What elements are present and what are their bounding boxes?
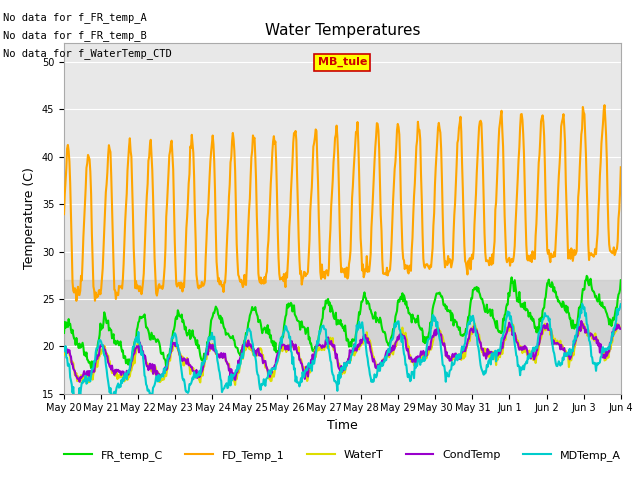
Legend: FR_temp_C, FD_Temp_1, WaterT, CondTemp, MDTemp_A: FR_temp_C, FD_Temp_1, WaterT, CondTemp, … — [60, 445, 625, 465]
FR_temp_C — [583, 273, 591, 279]
MDTemp_A — [214, 361, 222, 367]
CondTemp — [185, 362, 193, 368]
MDTemp_A — [70, 397, 78, 403]
WaterT — [617, 325, 625, 331]
Y-axis label: Temperature (C): Temperature (C) — [23, 168, 36, 269]
FD_Temp_1 — [72, 298, 80, 304]
FR_temp_C — [428, 325, 435, 331]
FR_temp_C — [89, 365, 97, 371]
CondTemp — [617, 326, 625, 332]
Text: No data for f_WaterTemp_CTD: No data for f_WaterTemp_CTD — [3, 48, 172, 60]
CondTemp — [60, 348, 68, 354]
CondTemp — [577, 318, 585, 324]
CondTemp — [428, 339, 435, 345]
FD_Temp_1 — [185, 180, 193, 186]
CondTemp — [128, 358, 136, 363]
Text: No data for f_FR_temp_A: No data for f_FR_temp_A — [3, 12, 147, 23]
Text: No data for f_FR_temp_B: No data for f_FR_temp_B — [3, 30, 147, 41]
FR_temp_C — [128, 352, 136, 358]
FD_Temp_1 — [601, 102, 609, 108]
FD_Temp_1 — [60, 211, 68, 217]
FR_temp_C — [411, 317, 419, 323]
FR_temp_C — [617, 277, 625, 283]
Line: FD_Temp_1: FD_Temp_1 — [64, 105, 621, 301]
MDTemp_A — [60, 345, 68, 351]
FD_Temp_1 — [617, 164, 625, 170]
Line: MDTemp_A: MDTemp_A — [64, 304, 621, 402]
FR_temp_C — [60, 330, 68, 336]
Title: Water Temperatures: Water Temperatures — [265, 23, 420, 38]
MDTemp_A — [578, 301, 586, 307]
WaterT — [70, 367, 78, 372]
FR_temp_C — [214, 312, 222, 317]
Line: WaterT: WaterT — [64, 324, 621, 385]
WaterT — [214, 353, 221, 359]
FR_temp_C — [185, 331, 193, 337]
Bar — [64, 280, 621, 346]
WaterT — [231, 382, 239, 388]
FD_Temp_1 — [411, 181, 419, 187]
MDTemp_A — [128, 351, 136, 357]
MDTemp_A — [617, 301, 625, 307]
WaterT — [60, 352, 68, 358]
WaterT — [127, 368, 135, 373]
MDTemp_A — [108, 399, 116, 405]
MDTemp_A — [185, 388, 193, 394]
Line: CondTemp: CondTemp — [64, 321, 621, 382]
WaterT — [411, 361, 419, 367]
FD_Temp_1 — [214, 278, 222, 284]
FD_Temp_1 — [428, 264, 435, 270]
WaterT — [184, 360, 192, 366]
CondTemp — [76, 379, 83, 384]
MDTemp_A — [428, 320, 435, 326]
FD_Temp_1 — [128, 182, 136, 188]
Text: MB_tule: MB_tule — [317, 57, 367, 67]
MDTemp_A — [411, 360, 419, 366]
X-axis label: Time: Time — [327, 419, 358, 432]
Line: FR_temp_C: FR_temp_C — [64, 276, 621, 368]
CondTemp — [70, 367, 78, 373]
FD_Temp_1 — [70, 289, 78, 295]
WaterT — [470, 321, 478, 326]
CondTemp — [214, 354, 222, 360]
WaterT — [428, 347, 435, 352]
CondTemp — [411, 356, 419, 361]
FR_temp_C — [70, 336, 78, 341]
